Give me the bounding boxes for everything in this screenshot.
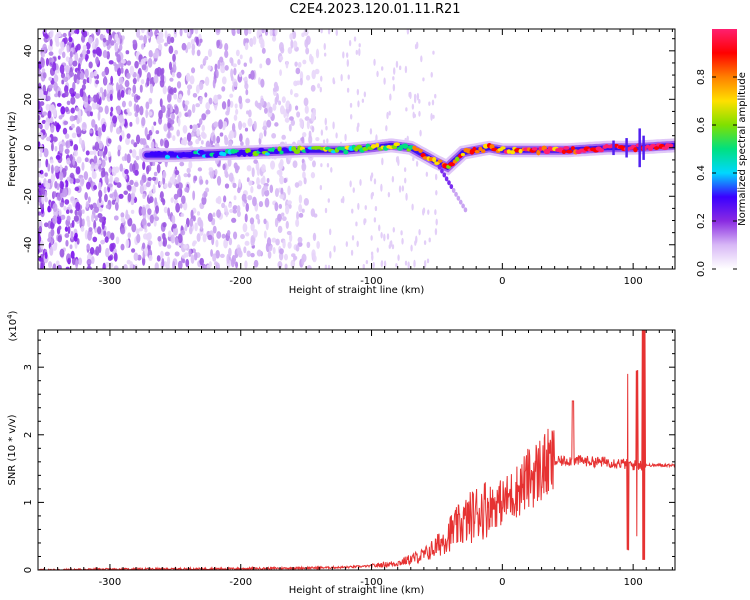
colorbar-tick-label: 0.8	[696, 69, 707, 85]
bottom-y-axis-label: SNR (10 * v/v)	[7, 414, 18, 485]
top-x-tick-label: 0	[499, 276, 505, 287]
top-y-tick-label: 0	[23, 145, 34, 151]
bottom-x-tick-label: -300	[99, 577, 122, 588]
top-y-tick-label: -40	[23, 237, 34, 253]
top-y-tick-label: 20	[23, 93, 34, 106]
bottom-y-tick-label: 0	[23, 567, 34, 573]
chart-title: C2E4.2023.120.01.11.R21	[289, 2, 461, 17]
colorbar-tick-label: 0.6	[696, 117, 707, 133]
bottom-plot-frame	[37, 329, 676, 571]
bottom-x-tick-label: 100	[624, 577, 643, 588]
top-y-axis-label: Frequency (Hz)	[7, 111, 18, 187]
bottom-y-tick-label: 1	[23, 499, 34, 505]
top-x-axis-label: Height of straight line (km)	[289, 285, 425, 296]
heatmap-field	[38, 29, 675, 269]
top-x-tick-label: -100	[360, 276, 383, 287]
bottom-x-tick-label: -100	[360, 577, 383, 588]
svg-text:(x104): (x104)	[6, 310, 19, 341]
top-y-tick-label: 40	[23, 44, 34, 57]
bottom-x-tick-label: 0	[499, 577, 505, 588]
colorbar-tick-label: 0.4	[696, 165, 707, 181]
bottom-y-tick-label: 2	[23, 432, 34, 438]
top-x-tick-label: -200	[229, 276, 252, 287]
top-x-tick-label: -300	[99, 276, 122, 287]
bottom-x-axis-label: Height of straight line (km)	[289, 585, 425, 596]
bottom-x-tick-label: -200	[229, 577, 252, 588]
colorbar-tick-label: 0.0	[696, 261, 707, 277]
top-x-tick-label: 100	[624, 276, 643, 287]
bottom-y-tick-label: 3	[23, 364, 34, 370]
bottom-y-unit-label: (x104)	[6, 310, 19, 341]
colorbar	[712, 29, 737, 269]
colorbar-tick-label: 0.2	[696, 213, 707, 229]
snr-line	[38, 330, 675, 570]
top-y-tick-label: -20	[23, 188, 34, 204]
top-plot-frame	[37, 28, 676, 270]
colorbar-label: Normalized spectral amplitude	[737, 72, 748, 226]
